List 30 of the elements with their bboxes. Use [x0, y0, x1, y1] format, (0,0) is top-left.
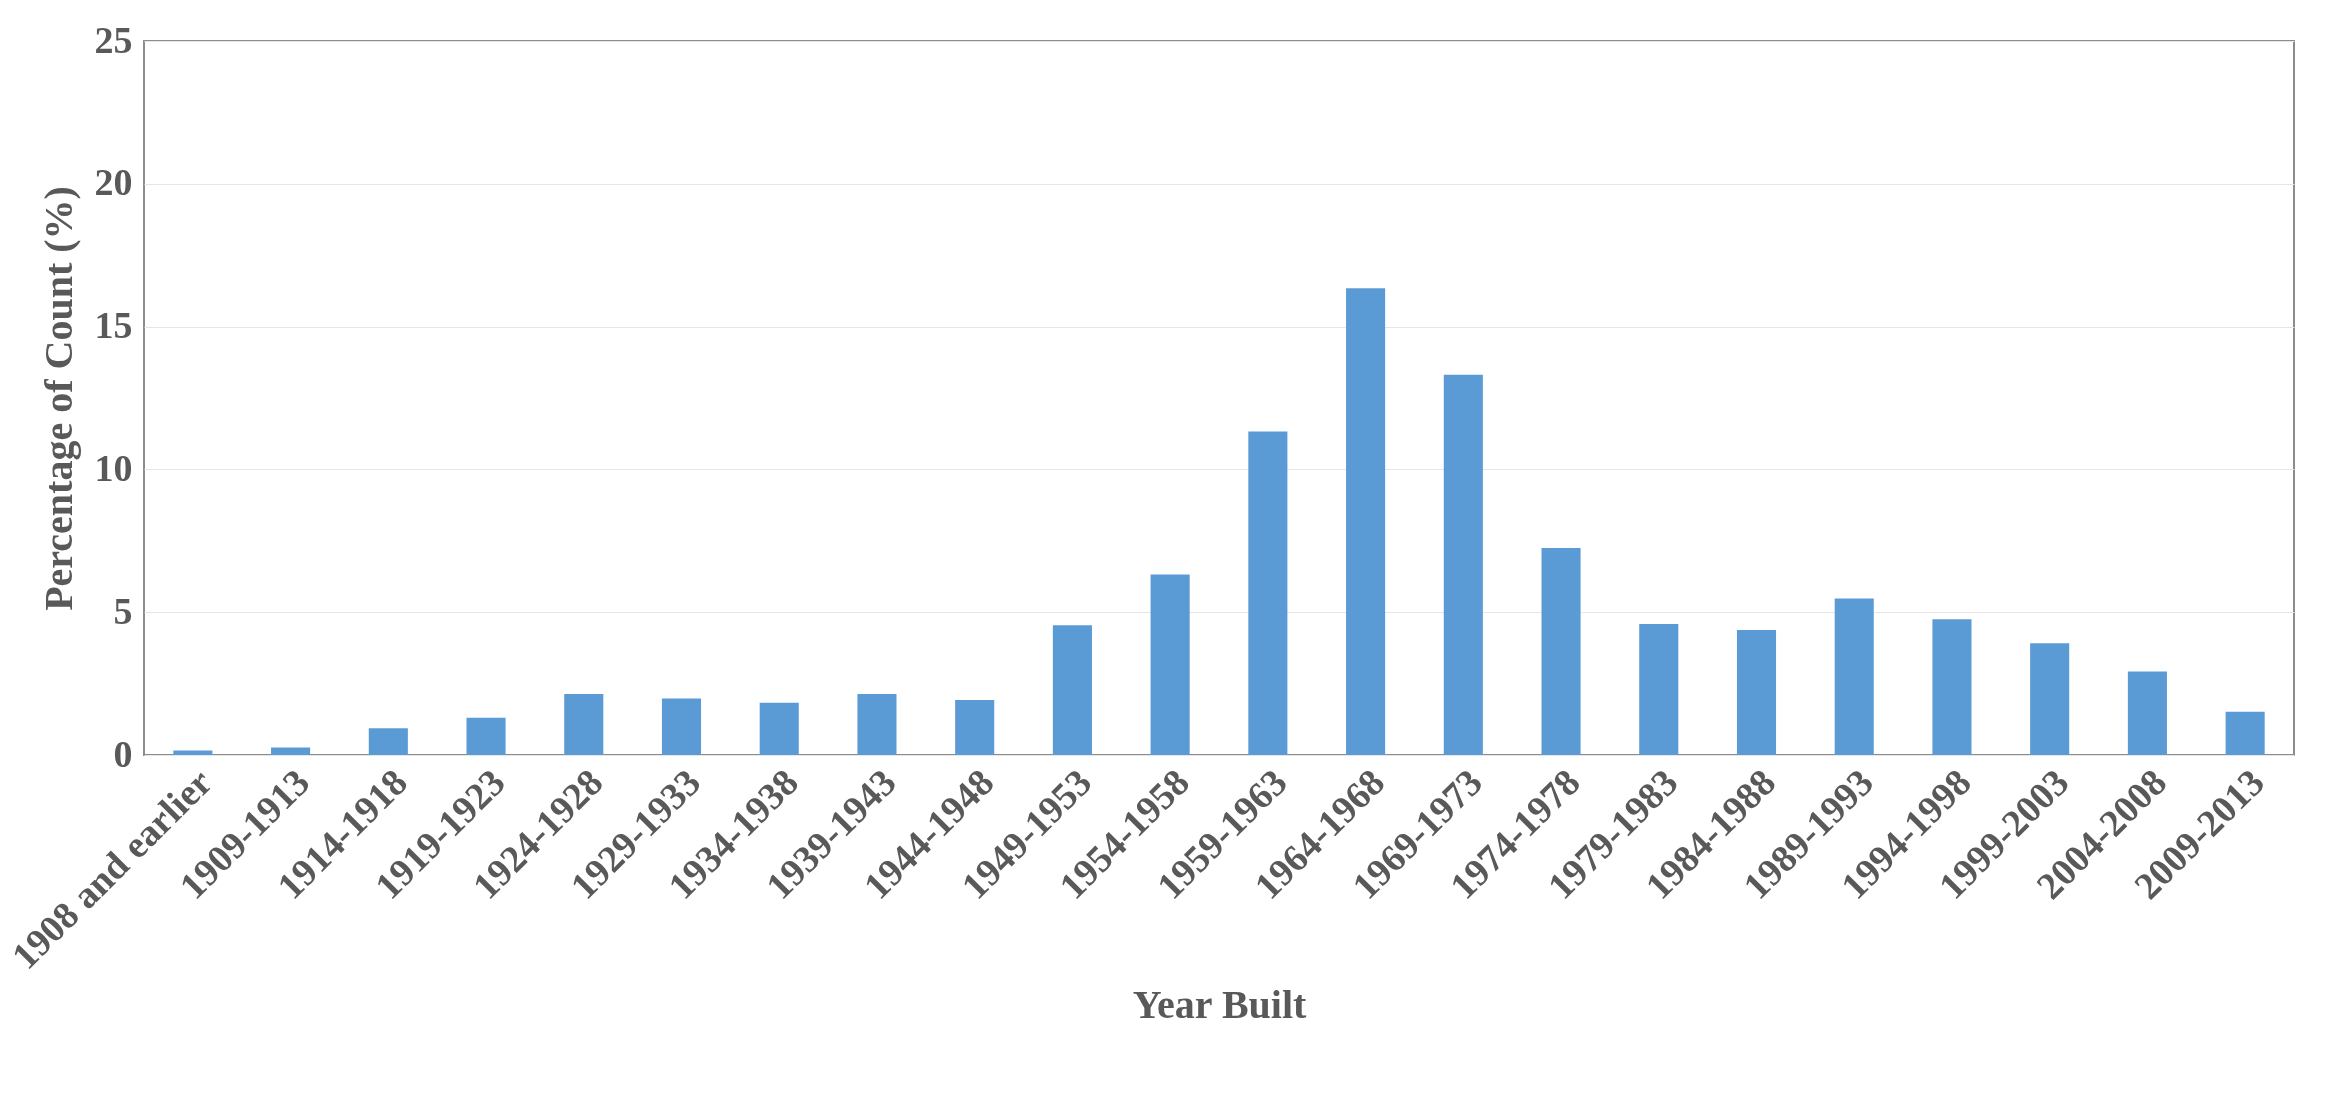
bar	[1736, 629, 1777, 755]
bar	[1932, 619, 1972, 755]
bar	[1052, 625, 1092, 755]
bar	[1639, 623, 1679, 755]
bar	[1248, 431, 1288, 755]
bar	[2127, 671, 2167, 755]
bar	[564, 693, 604, 755]
bar	[368, 728, 408, 755]
y-axis-title: Percentage of Count (%)	[35, 186, 81, 611]
bar	[857, 693, 897, 755]
bar	[1541, 547, 1581, 755]
y-tick-label: 0	[113, 732, 133, 775]
bar	[173, 750, 213, 755]
bar	[271, 747, 311, 755]
y-tick-label: 5	[113, 589, 133, 632]
bar	[2030, 643, 2070, 755]
bar	[1443, 374, 1483, 755]
bar	[661, 698, 702, 755]
y-tick-label: 25	[94, 18, 133, 61]
y-tick-label: 15	[94, 304, 133, 347]
bar	[1150, 574, 1190, 755]
bar	[1346, 288, 1386, 755]
y-tick-label: 10	[94, 446, 133, 489]
y-tick-label: 20	[94, 161, 133, 204]
x-axis-title: Year Built	[1132, 981, 1308, 1027]
bar	[466, 717, 506, 755]
bar	[1834, 598, 1874, 755]
bar	[2225, 711, 2265, 755]
bar	[955, 699, 995, 755]
bar	[759, 702, 799, 755]
